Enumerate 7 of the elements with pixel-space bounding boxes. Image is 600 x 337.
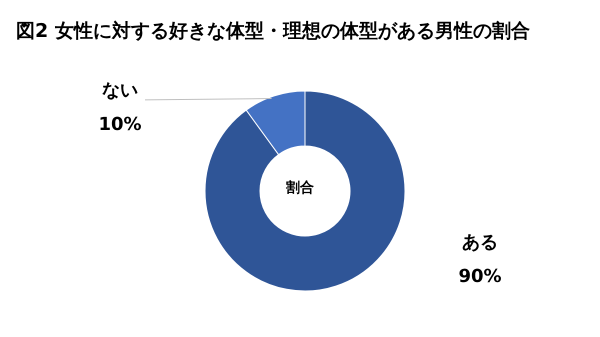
slice-label: ある bbox=[462, 232, 498, 254]
donut-slice bbox=[204, 90, 406, 292]
data-label: 90% bbox=[458, 266, 502, 288]
chart-title: 図2 女性に対する好きな体型・理想の体型がある男性の割合 bbox=[16, 19, 530, 44]
text: 割合 bbox=[285, 179, 314, 196]
data-label: 10% bbox=[98, 114, 142, 135]
slice-label: ない bbox=[102, 80, 138, 101]
